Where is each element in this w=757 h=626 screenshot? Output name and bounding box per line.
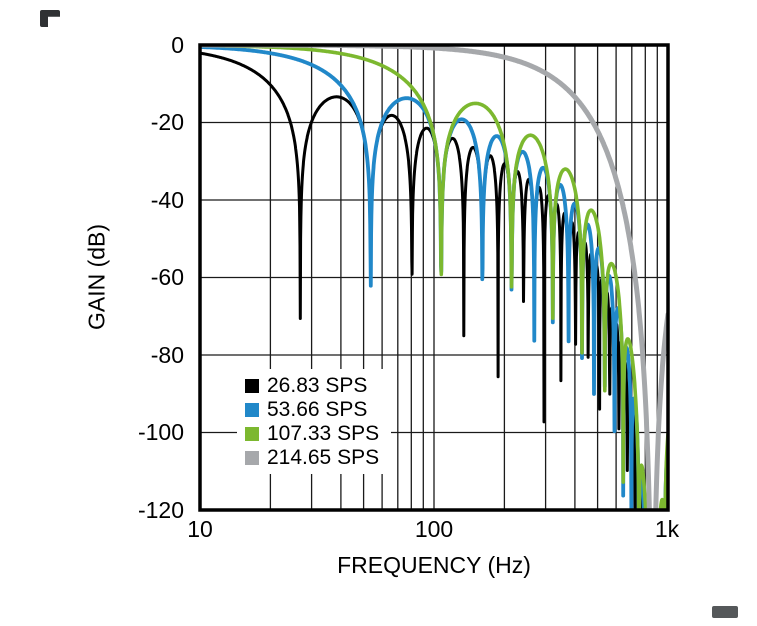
legend-item: 214.65 SPS [245,447,379,468]
legend-swatch-green [245,426,259,441]
legend-label: 53.66 SPS [267,398,368,421]
y-tick-label: 0 [171,32,184,58]
legend-item: 107.33 SPS [245,423,379,444]
y-tick-label: -20 [150,109,184,135]
legend-label: 214.65 SPS [267,446,380,469]
legend-swatch-gray [245,450,259,465]
y-tick-label: -40 [150,187,184,213]
y-tick-label: -80 [150,342,184,368]
y-tick-label: -120 [137,497,184,523]
x-tick-label: 1k [654,516,680,542]
legend: 26.83 SPS 53.66 SPS 107.33 SPS 214.65 SP… [237,369,392,474]
legend-swatch-blue [245,402,259,417]
y-tick-label: -100 [137,419,184,445]
legend-item: 26.83 SPS [245,375,379,396]
x-tick-label: 100 [414,516,454,542]
x-axis-title: FREQUENCY (Hz) [337,552,531,578]
legend-swatch-black [245,378,259,393]
y-axis-title: GAIN (dB) [83,223,110,331]
y-tick-label: -60 [150,264,184,290]
legend-label: 26.83 SPS [267,374,368,397]
x-tick-label: 10 [187,516,213,542]
legend-item: 53.66 SPS [245,399,379,420]
legend-label: 107.33 SPS [267,422,380,445]
bottom-right-crop-mark [712,606,738,618]
